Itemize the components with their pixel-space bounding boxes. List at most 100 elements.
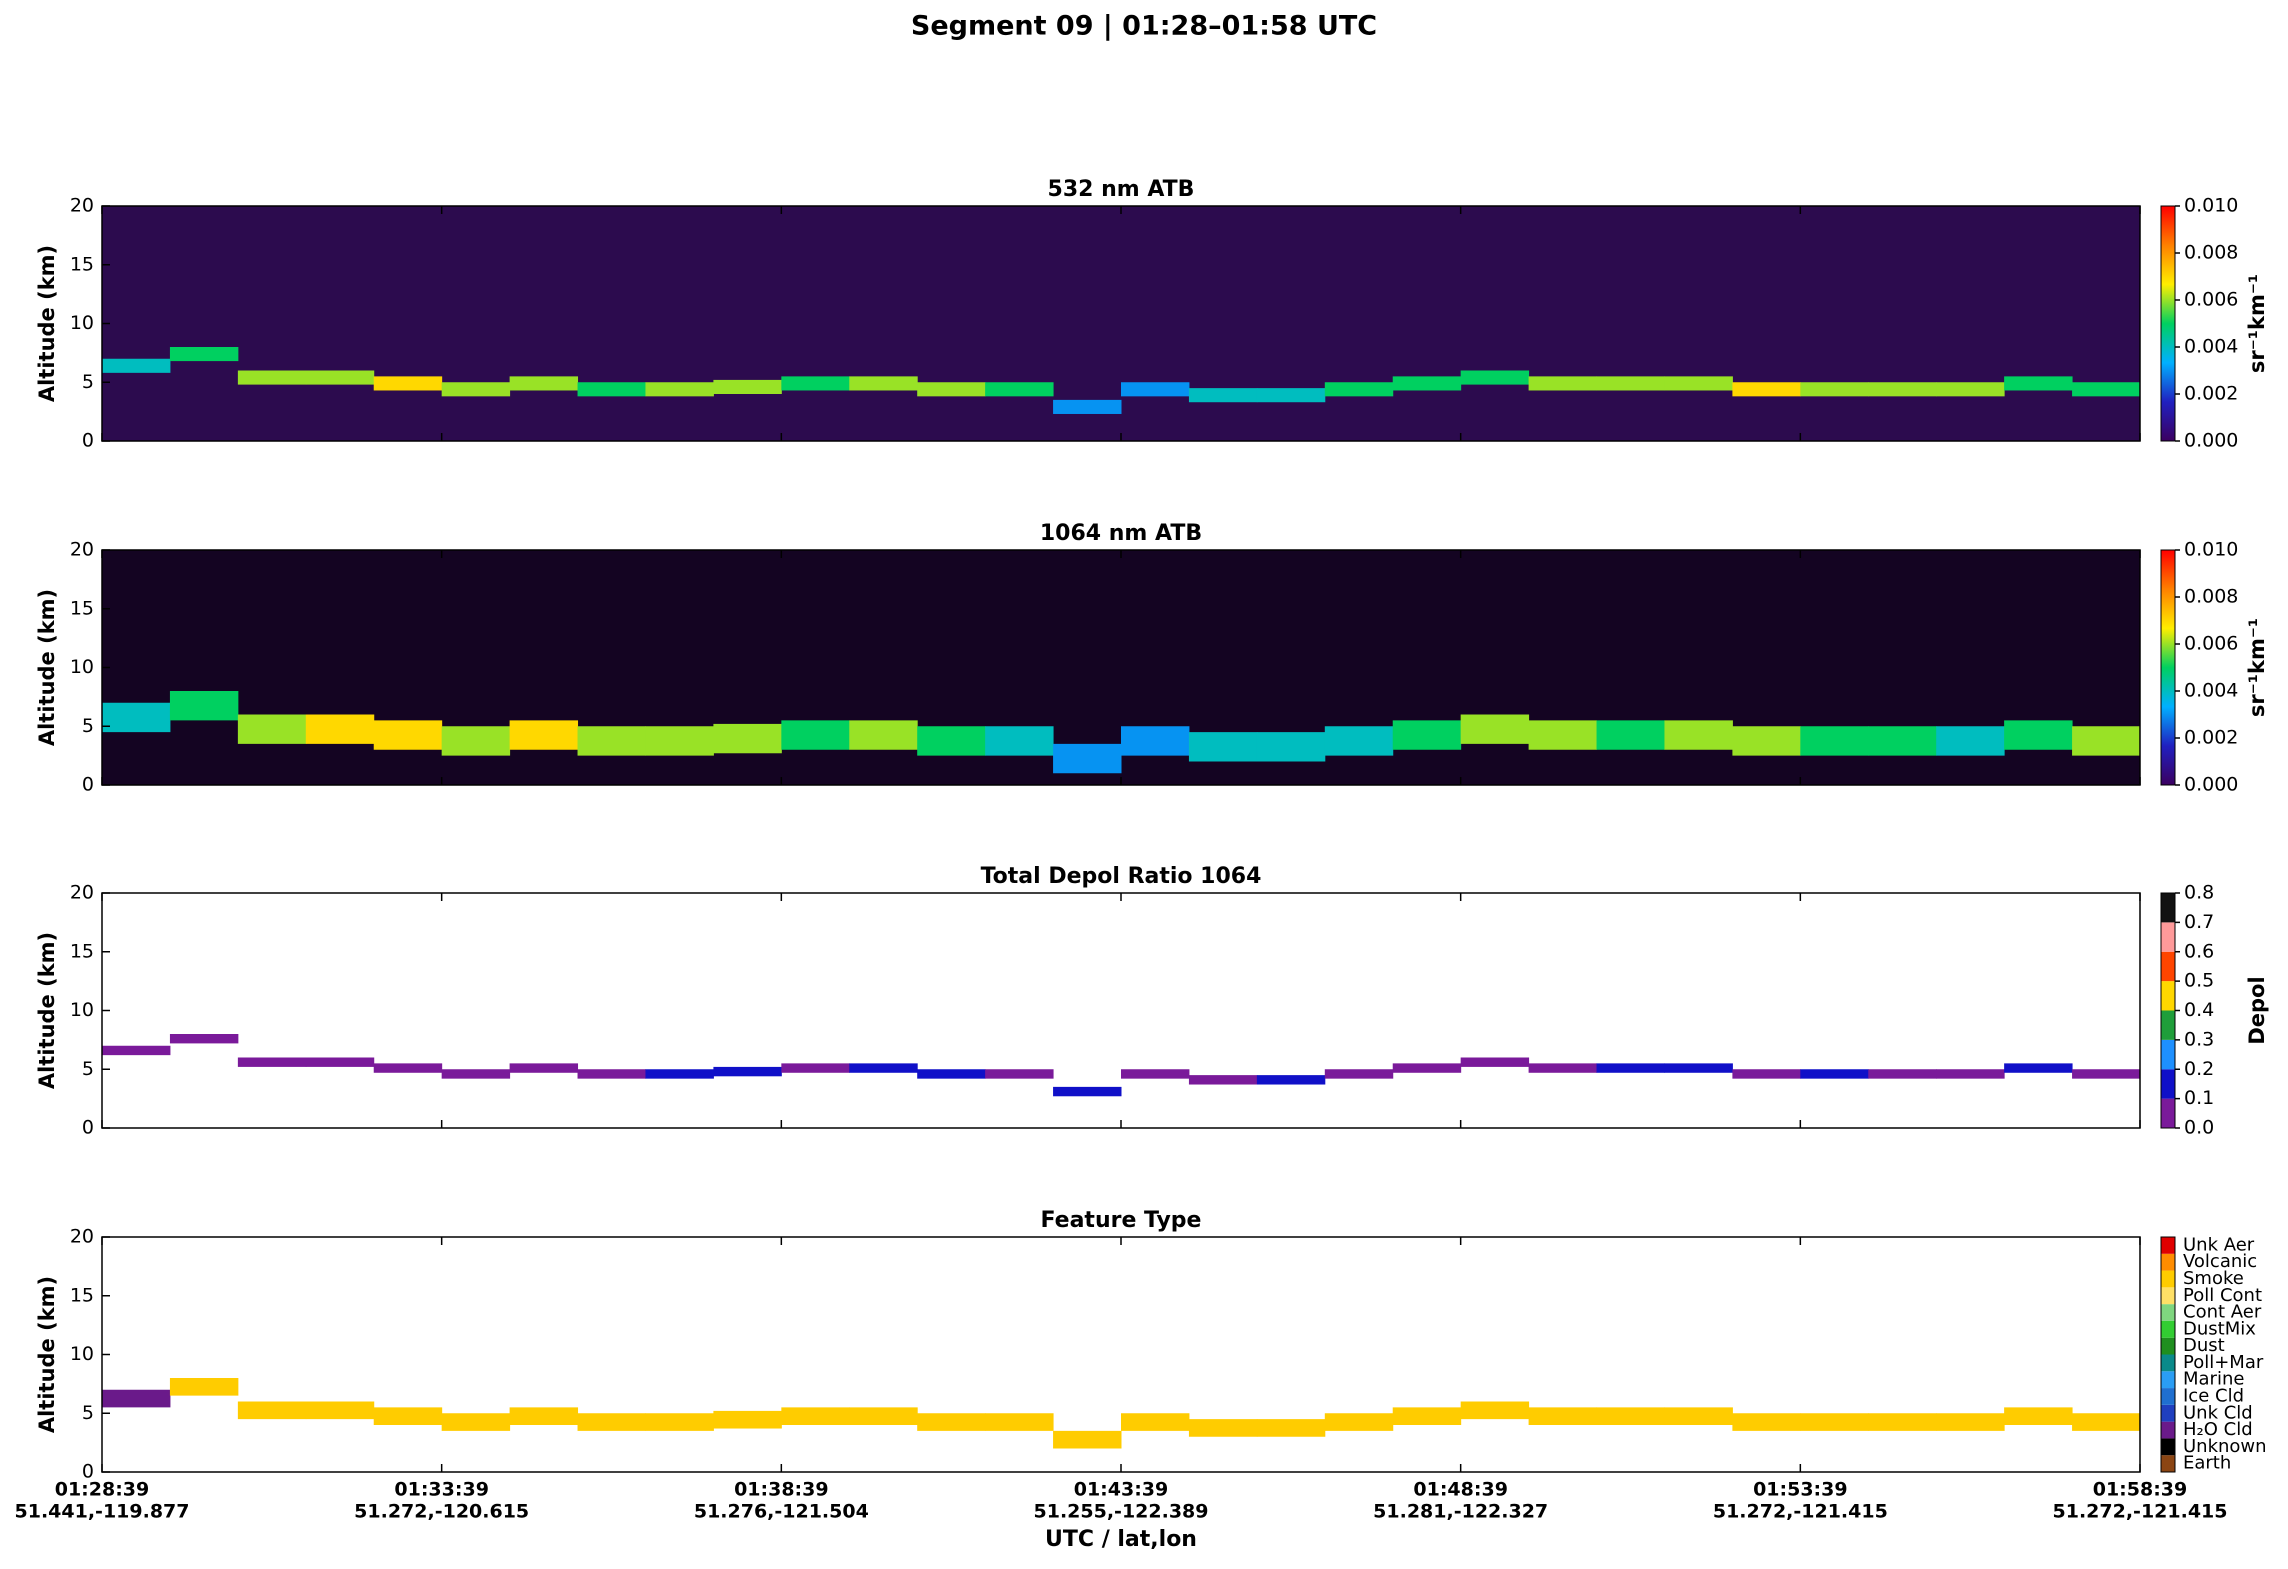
- layer-cell: [1800, 1413, 1869, 1431]
- layer-cell: [1664, 1063, 1733, 1073]
- layer-cell: [985, 382, 1054, 397]
- layer-cell: [713, 1066, 782, 1077]
- layer-cell: [1800, 382, 1869, 397]
- layer-cell: [1936, 382, 2005, 397]
- layer-cell: [441, 726, 511, 756]
- layer-cell: [1936, 1413, 2005, 1431]
- layer-cell: [305, 1401, 375, 1420]
- layer-cell: [1596, 720, 1665, 750]
- layer-cell: [169, 1378, 239, 1396]
- layer-cell: [849, 720, 918, 750]
- colorbar-class-label: Earth: [2183, 1453, 2231, 1474]
- layer-cell: [1188, 732, 1258, 762]
- layer-cell: [917, 726, 986, 756]
- layer-cell: [169, 691, 239, 721]
- layer-cell: [2072, 382, 2141, 397]
- colorbar-segment: [2161, 1371, 2175, 1389]
- colorbar-class-label: Unk Aer: [2183, 1234, 2255, 1255]
- y-tick-label: 10: [70, 656, 94, 678]
- layer-cell: [985, 1413, 1054, 1431]
- layer-cell: [2072, 1069, 2141, 1079]
- layer-cell: [1324, 1069, 1394, 1079]
- layer-cell: [645, 1069, 714, 1079]
- colorbar-segment: [2161, 1270, 2175, 1288]
- x-tick-sublabel: 51.272,-121.415: [2053, 1501, 2228, 1523]
- layer-cell: [985, 726, 1054, 756]
- y-tick-label: 0: [82, 774, 94, 796]
- layer-cell: [849, 376, 918, 391]
- colorbar-segment: [2161, 1438, 2175, 1456]
- colorbar-class-label: Cont Aer: [2183, 1302, 2262, 1323]
- y-axis-label: Altitude (km): [35, 1276, 59, 1433]
- layer-cell: [2072, 726, 2141, 756]
- y-tick-label: 5: [82, 371, 94, 393]
- x-tick-label: 01:33:39: [394, 1479, 489, 1501]
- layer-cell: [645, 382, 714, 397]
- colorbar-tick-label: 0.002: [2184, 727, 2238, 749]
- colorbar-tick-label: 0.008: [2184, 242, 2238, 264]
- colorbar-label: sr⁻¹km⁻¹: [2245, 618, 2269, 717]
- y-tick-label: 5: [82, 715, 94, 737]
- layer-cell: [102, 358, 171, 373]
- y-tick-label: 10: [70, 999, 94, 1021]
- layer-cell: [509, 1407, 579, 1425]
- layer-cell: [2004, 1407, 2073, 1425]
- panel-title: 1064 nm ATB: [1040, 521, 1202, 546]
- colorbar-segment: [2161, 981, 2175, 1011]
- layer-cell: [509, 376, 579, 391]
- colorbar-segment: [2161, 1253, 2175, 1271]
- layer-cell: [1664, 376, 1733, 391]
- layer-cell: [2072, 1413, 2141, 1431]
- layer-cell: [237, 714, 307, 744]
- layer-cell: [1528, 376, 1598, 391]
- colorbar-segment: [2161, 1237, 2175, 1254]
- colorbar-class-label: Marine: [2183, 1369, 2244, 1390]
- x-tick-label: 01:28:39: [55, 1479, 150, 1501]
- layer-cell: [781, 1407, 850, 1425]
- layer-cell: [849, 1063, 918, 1073]
- layer-cell: [373, 1063, 443, 1073]
- layer-cell: [1053, 1086, 1122, 1097]
- y-axis-label: Altitude (km): [35, 589, 59, 746]
- layer-cell: [577, 1413, 646, 1431]
- colorbar-tick-label: 0.004: [2184, 336, 2238, 358]
- colorbar-segment: [2161, 1304, 2175, 1321]
- colorbar-tick-label: 0.0: [2184, 1117, 2214, 1139]
- y-tick-label: 15: [70, 1284, 94, 1306]
- layer-cell: [577, 382, 646, 397]
- layer-cell: [781, 376, 850, 391]
- layer-cell: [373, 720, 443, 750]
- colorbar-frame: [2160, 892, 2176, 1129]
- layer-cell: [1800, 1069, 1869, 1079]
- layer-cell: [1053, 1430, 1122, 1449]
- layer-cell: [1324, 382, 1394, 397]
- layer-cell: [781, 1063, 850, 1073]
- colorbar-frame: [2160, 205, 2176, 442]
- layer-cell: [1936, 726, 2005, 756]
- layer-cell: [1664, 1407, 1733, 1425]
- x-tick-label: 01:38:39: [734, 1479, 829, 1501]
- panel-title: 532 nm ATB: [1048, 177, 1195, 202]
- colorbar-label: Depol: [2245, 976, 2269, 1044]
- x-tick-label: 01:58:39: [2093, 1479, 2188, 1501]
- colorbar-segment: [2161, 1337, 2175, 1355]
- colorbar-segment: [2161, 1287, 2175, 1305]
- layer-cell: [917, 1069, 986, 1079]
- panel-title: Total Depol Ratio 1064: [981, 864, 1262, 889]
- layer-cell: [1053, 399, 1122, 414]
- layer-cell: [237, 1057, 307, 1067]
- layer-cell: [169, 347, 239, 362]
- y-tick-label: 15: [70, 597, 94, 619]
- colorbar-segment: [2161, 922, 2175, 952]
- layer-cell: [509, 720, 579, 750]
- layer-cell: [441, 1069, 511, 1079]
- layer-cell: [1256, 1075, 1326, 1085]
- colorbar-segment: [2161, 1455, 2175, 1472]
- colorbar-tick-label: 0.2: [2184, 1058, 2214, 1080]
- layer-cell: [1188, 388, 1258, 403]
- layer-cell: [985, 1069, 1054, 1079]
- y-tick-label: 20: [70, 539, 94, 561]
- y-tick-label: 10: [70, 312, 94, 334]
- layer-cell: [849, 1407, 918, 1425]
